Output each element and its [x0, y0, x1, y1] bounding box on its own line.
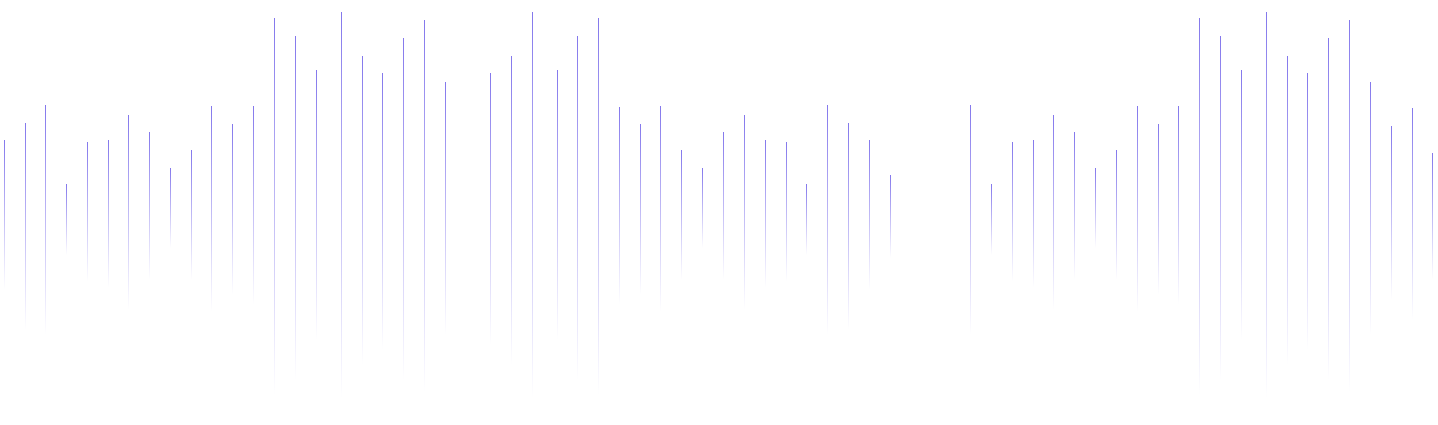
waveform-line	[744, 115, 745, 310]
waveform-line	[598, 18, 599, 395]
waveform-line	[890, 175, 891, 258]
waveform-line	[991, 184, 992, 255]
waveform-line	[1074, 132, 1075, 280]
waveform-line	[1412, 108, 1413, 320]
waveform-line	[702, 168, 703, 248]
waveform-line	[640, 124, 641, 295]
waveform-line	[316, 70, 317, 340]
waveform-line	[1095, 168, 1096, 248]
waveform-line	[1328, 38, 1329, 380]
waveform-line	[869, 140, 870, 290]
waveform-line	[490, 73, 491, 345]
waveform-line	[511, 56, 512, 365]
waveform-line	[1178, 106, 1179, 305]
waveform-line	[341, 12, 342, 398]
waveform-line	[1220, 36, 1221, 380]
waveform-line	[445, 82, 446, 335]
waveform-line	[1370, 82, 1371, 335]
waveform-line	[362, 56, 363, 365]
waveform-line	[1432, 153, 1433, 280]
waveform-line	[1391, 126, 1392, 300]
waveform-line	[87, 142, 88, 282]
waveform-line	[786, 142, 787, 282]
waveform-line	[45, 105, 46, 335]
waveform-line	[681, 150, 682, 280]
waveform-line	[295, 36, 296, 380]
waveform-line	[403, 38, 404, 380]
waveform-line	[1033, 140, 1034, 288]
waveform-line	[1053, 115, 1054, 310]
waveform-line	[4, 140, 5, 290]
waveform-line	[149, 132, 150, 280]
waveform-line	[25, 123, 26, 330]
waveform-line	[806, 184, 807, 255]
waveform-line	[211, 106, 212, 312]
waveform-line	[557, 70, 558, 340]
waveform-line	[128, 115, 129, 310]
waveform-line	[424, 20, 425, 392]
waveform-line	[765, 140, 766, 288]
waveform-line	[191, 150, 192, 280]
waveform-line	[170, 168, 171, 248]
waveform-line	[1116, 150, 1117, 280]
waveform-line	[577, 36, 578, 380]
waveform-line	[66, 184, 67, 255]
waveform-line	[274, 18, 275, 395]
waveform-line	[660, 106, 661, 312]
waveform-line	[253, 106, 254, 305]
waveform-line	[1012, 142, 1013, 282]
waveform-line	[827, 105, 828, 335]
waveform-line	[970, 105, 971, 335]
waveform-line	[232, 124, 233, 295]
waveform-line	[382, 73, 383, 350]
waveform-line	[619, 107, 620, 305]
waveform-line	[1158, 124, 1159, 295]
waveform-line	[108, 140, 109, 288]
waveform-line	[1287, 56, 1288, 365]
waveform-line	[1199, 18, 1200, 395]
waveform-line	[1307, 73, 1308, 350]
waveform-line	[1349, 20, 1350, 392]
waveform-line	[723, 132, 724, 280]
waveform-line	[848, 123, 849, 330]
waveform-line	[532, 12, 533, 398]
waveform-line	[1266, 12, 1267, 398]
waveform-line	[1241, 70, 1242, 340]
waveform-line	[1137, 106, 1138, 312]
